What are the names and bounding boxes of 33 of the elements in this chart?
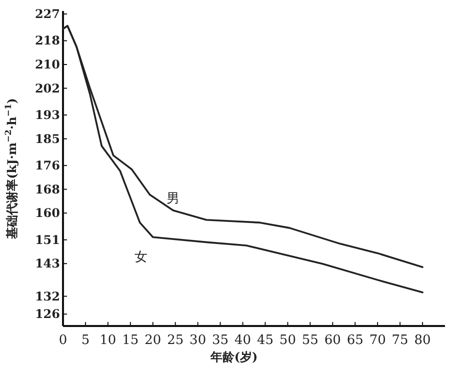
- y-tick-label: 193: [34, 108, 60, 122]
- x-tick-label: 65: [346, 333, 364, 348]
- x-tick-label: 10: [100, 333, 116, 348]
- x-tick-label: 70: [369, 333, 386, 348]
- y-tick-label: 168: [34, 182, 60, 196]
- y-tick-label: 210: [34, 57, 60, 72]
- x-tick-label: 15: [122, 333, 139, 348]
- y-tick-label: 151: [34, 232, 60, 247]
- x-tick-label: 25: [167, 333, 184, 348]
- y-tick-label: 202: [34, 81, 60, 96]
- x-tick-label: 80: [414, 333, 431, 348]
- y-tick-label: 227: [34, 6, 60, 21]
- y-tick-label: 176: [34, 158, 60, 173]
- x-tick-label: 20: [144, 333, 162, 348]
- x-tick-label: 45: [256, 333, 274, 348]
- x-tick-label: 60: [324, 333, 341, 348]
- x-tick-label: 75: [392, 333, 408, 348]
- x-tick-label: 30: [190, 333, 206, 348]
- x-tick-label: 50: [279, 333, 296, 348]
- y-tick-label: 126: [34, 307, 60, 322]
- y-tick-label: 132: [34, 289, 60, 304]
- series-label: 男: [166, 191, 180, 206]
- x-tick-label: 55: [302, 333, 318, 348]
- x-tick-label: 40: [234, 333, 252, 348]
- x-tick-label: 35: [212, 333, 229, 348]
- y-tick-label: 160: [34, 206, 60, 220]
- x-tick-label: 5: [81, 333, 90, 348]
- y-tick-label: 218: [34, 34, 60, 48]
- x-axis-title: 年龄(岁): [209, 350, 258, 364]
- series-label: 女: [134, 250, 148, 266]
- y-tick-label: 143: [34, 256, 60, 271]
- y-tick-label: 185: [34, 132, 60, 146]
- x-tick-label: 0: [58, 333, 68, 348]
